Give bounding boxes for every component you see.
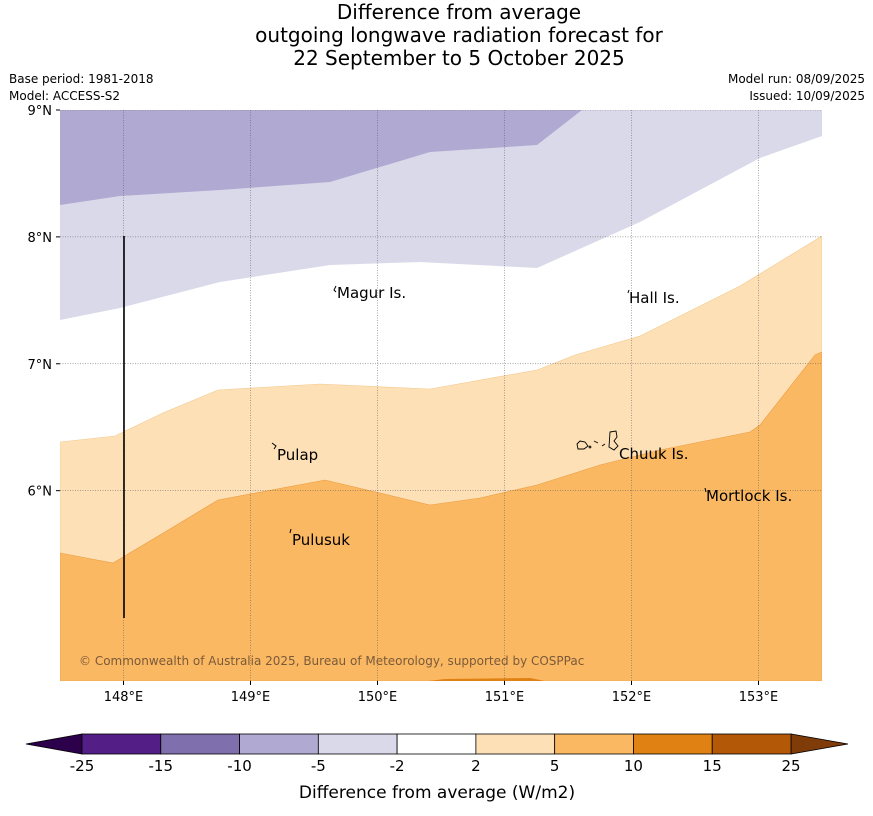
- lon-tick-label: 153°E: [739, 690, 779, 705]
- hall-island-outline: [627, 289, 630, 294]
- olr-contour-5: [60, 351, 822, 681]
- copyright-notice: © Commonwealth of Australia 2025, Bureau…: [79, 654, 584, 668]
- meta-right: Model run: 08/09/2025 Issued: 10/09/2025: [728, 71, 865, 105]
- lat-tick-label: 7°N: [28, 358, 53, 373]
- label-pulap: Pulap: [277, 446, 318, 464]
- label-pulusuk: Pulusuk: [292, 531, 350, 549]
- colorbar-tick-label: 10: [624, 757, 643, 775]
- title-line-1: Difference from average: [336, 0, 582, 24]
- chuuk-island-outline: [576, 430, 619, 451]
- label-mortlock-is: Mortlock Is.: [706, 487, 792, 505]
- colorbar: -25 -15 -10 -5 -2 2 5 10 15 25: [25, 733, 849, 775]
- colorbar-swatch: [475, 733, 556, 755]
- colorbar-tick-label: 15: [703, 757, 722, 775]
- lat-tick-label: 8°N: [28, 231, 53, 246]
- lat-tick-label: 9°N: [28, 104, 53, 119]
- magur-island-outline: [333, 285, 337, 293]
- issued-date: Issued: 10/09/2025: [749, 89, 865, 103]
- colorbar-tick-label: -5: [311, 757, 326, 775]
- lon-tick-label: 149°E: [231, 690, 271, 705]
- colorbar-under-triangle: [25, 733, 83, 755]
- map-plot: © Commonwealth of Australia 2025, Bureau…: [60, 110, 822, 681]
- mortlock-island-outline: [704, 487, 707, 493]
- pulap-island-outline: [271, 442, 277, 450]
- title-line-2: outgoing longwave radiation forecast for: [255, 23, 663, 47]
- model-name: Model: ACCESS-S2: [9, 89, 121, 103]
- lon-tick-label: 152°E: [612, 690, 652, 705]
- colorbar-swatch: [81, 733, 162, 755]
- longitude-axis: 148°E 149°E 150°E 151°E 152°E 153°E: [104, 681, 779, 705]
- colorbar-swatch: [554, 733, 634, 755]
- colorbar-tick-label: -2: [390, 757, 405, 775]
- colorbar-swatch: [633, 733, 713, 755]
- colorbar-tick-label: 25: [781, 757, 800, 775]
- colorbar-label: Difference from average (W/m2): [299, 783, 575, 803]
- colorbar-swatch: [239, 733, 319, 755]
- colorbar-swatch: [160, 733, 240, 755]
- title-line-3: 22 September to 5 October 2025: [293, 46, 625, 70]
- colorbar-tick-label: -15: [149, 757, 174, 775]
- colorbar-tick-label: 2: [471, 757, 481, 775]
- colorbar-over-triangle: [790, 733, 849, 755]
- model-run: Model run: 08/09/2025: [727, 72, 865, 86]
- lon-tick-label: 151°E: [485, 690, 525, 705]
- base-period: Base period: 1981-2018: [9, 72, 154, 86]
- olr-contour-minus10: [60, 110, 582, 205]
- colorbar-tick-label: 5: [550, 757, 560, 775]
- meta-left: Base period: 1981-2018 Model: ACCESS-S2: [9, 71, 154, 105]
- label-hall-is: Hall Is.: [629, 289, 680, 307]
- lat-tick-label: 6°N: [28, 485, 53, 500]
- map-title: Difference from average outgoing longwav…: [0, 1, 873, 70]
- label-magur-is: Magur Is.: [337, 284, 406, 302]
- olr-contour-10: [428, 678, 545, 681]
- colorbar-tick-label: -10: [227, 757, 252, 775]
- colorbar-swatch: [396, 733, 477, 755]
- label-chuuk-is: Chuuk Is.: [619, 445, 688, 463]
- colorbar-swatch: [317, 733, 398, 755]
- colorbar-swatch: [711, 733, 792, 755]
- lon-tick-label: 150°E: [358, 690, 398, 705]
- colorbar-tick-label: -25: [70, 757, 95, 775]
- lon-tick-label: 148°E: [104, 690, 144, 705]
- pulusuk-island-outline: [289, 528, 292, 534]
- latitude-axis: 9°N 8°N 7°N 6°N: [28, 104, 60, 500]
